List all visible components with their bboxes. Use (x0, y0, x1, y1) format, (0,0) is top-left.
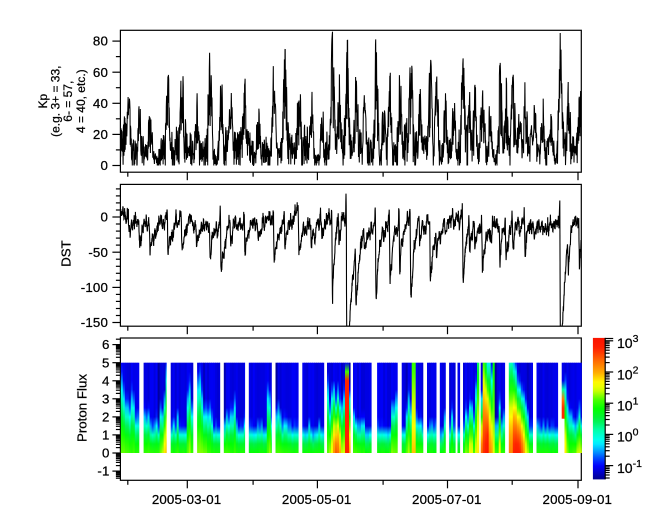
svg-text:5: 5 (102, 355, 110, 370)
svg-text:6- = 57,: 6- = 57, (61, 81, 75, 122)
svg-text:1: 1 (102, 428, 110, 443)
svg-text:60: 60 (93, 65, 108, 80)
svg-text:4: 4 (102, 373, 110, 388)
svg-text:0: 0 (100, 210, 108, 225)
svg-text:2005-07-01: 2005-07-01 (412, 492, 482, 507)
svg-text:6: 6 (102, 337, 110, 352)
svg-text:80: 80 (93, 34, 108, 49)
svg-text:20: 20 (93, 127, 108, 142)
svg-text:4 = 40, etc.): 4 = 40, etc.) (74, 69, 88, 133)
svg-text:Proton Flux: Proton Flux (75, 374, 90, 442)
svg-text:-100: -100 (81, 280, 108, 295)
svg-text:-150: -150 (81, 315, 108, 330)
svg-text:-50: -50 (88, 245, 108, 260)
svg-text:-1: -1 (97, 464, 109, 479)
svg-text:(e.g. 3+ = 33,: (e.g. 3+ = 33, (49, 66, 63, 137)
svg-text:2: 2 (102, 410, 110, 425)
svg-text:40: 40 (93, 96, 108, 111)
svg-text:2005-09-01: 2005-09-01 (543, 492, 613, 507)
svg-text:2005-05-01: 2005-05-01 (282, 492, 352, 507)
svg-text:0: 0 (102, 446, 110, 461)
svg-text:0: 0 (100, 158, 108, 173)
svg-text:DST: DST (59, 240, 74, 267)
svg-text:Kp: Kp (36, 94, 50, 109)
svg-text:3: 3 (102, 391, 110, 406)
svg-text:2005-03-01: 2005-03-01 (152, 492, 222, 507)
